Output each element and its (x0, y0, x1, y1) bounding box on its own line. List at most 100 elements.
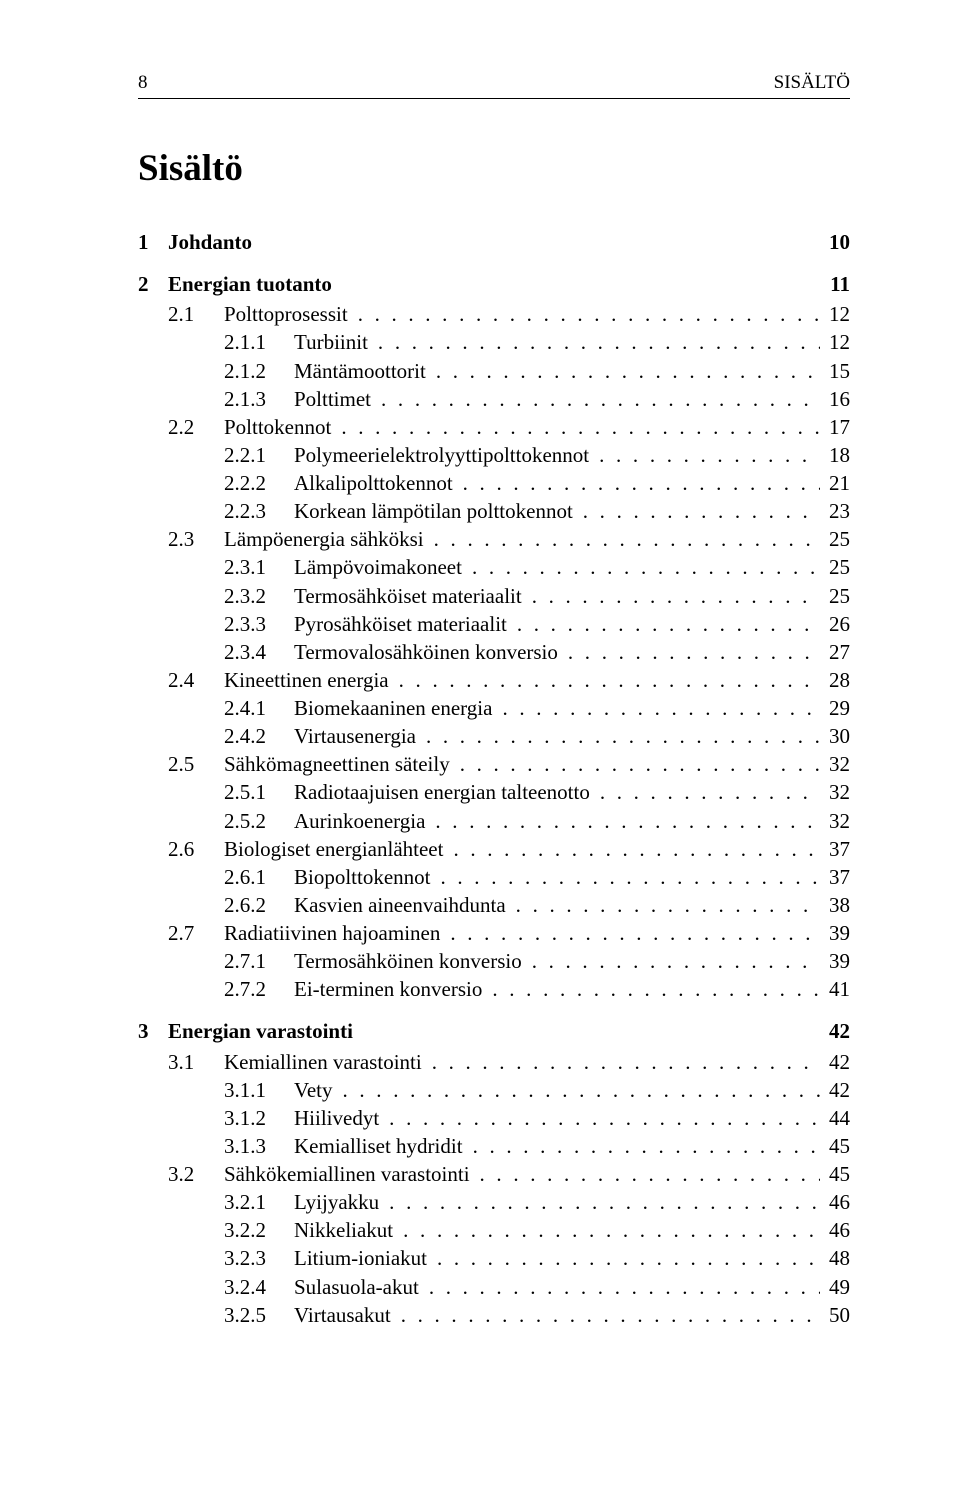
leader-dots: . . . . . . . . . . . . . . . . . . . . … (427, 1244, 820, 1272)
entry-title: Korkean lämpötilan polttokennot (294, 497, 573, 525)
entry-title: Litium-ioniakut (294, 1244, 427, 1272)
entry-title: Lämpövoimakoneet (294, 553, 462, 581)
entry-page: 30 (820, 722, 850, 750)
entry-page: 15 (820, 357, 850, 385)
leader-dots: . . . . . . . . . . . . . . . . . . . . … (379, 1188, 820, 1216)
entry-title: Polttokennot (224, 413, 331, 441)
leader-dots: . . . . . . . . . . . . . . . . . . . . … (393, 1216, 820, 1244)
toc-section: 3.2Sähkökemiallinen varastointi. . . . .… (138, 1160, 850, 1188)
toc-chapter: 2Energian tuotanto11 (138, 270, 850, 298)
entry-title: Vety (294, 1076, 333, 1104)
leader-dots: . . . . . . . . . . . . . . . . . . . . … (379, 1104, 820, 1132)
entry-number: 2.7.2 (224, 975, 294, 1003)
entry-number: 2.4.1 (224, 694, 294, 722)
entry-number: 2.5.2 (224, 807, 294, 835)
leader-dots: . . . . . . . . . . . . . . . . . . . . … (416, 722, 820, 750)
entry-title: Termosähköiset materiaalit (294, 582, 522, 610)
leader-dots: . . . . . . . . . . . . . . . . . . . . … (422, 1048, 820, 1076)
entry-number: 2.6 (168, 835, 224, 863)
leader-dots: . . . . . . . . . . . . . . . . . . . . … (333, 1076, 821, 1104)
entry-title: Kemialliset hydridit (294, 1132, 463, 1160)
entry-number: 3.1.3 (224, 1132, 294, 1160)
entry-number: 3.2.5 (224, 1301, 294, 1329)
entry-page: 46 (820, 1216, 850, 1244)
toc-subsection: 2.7.2Ei-terminen konversio. . . . . . . … (138, 975, 850, 1003)
leader-dots: . . . . . . . . . . . . . . . . . . . . … (419, 1273, 820, 1301)
leader-dots: . . . . . . . . . . . . . . . . . . . . … (450, 750, 820, 778)
leader-dots: . . . . . . . . . . . . . . . . . . . . … (331, 413, 820, 441)
chapter-number: 2 (138, 270, 168, 298)
entry-title: Biologiset energianlähteet (224, 835, 443, 863)
entry-page: 12 (820, 328, 850, 356)
leader-dots: . . . . . . . . . . . . . . . . . . . . … (492, 694, 820, 722)
entry-page: 16 (820, 385, 850, 413)
entry-number: 2.1 (168, 300, 224, 328)
chapter-row: 3Energian varastointi42 (138, 1017, 850, 1045)
entry-title: Turbiinit (294, 328, 368, 356)
toc-subsection: 2.4.1Biomekaaninen energia. . . . . . . … (138, 694, 850, 722)
entry-page: 37 (820, 863, 850, 891)
toc-subsection: 2.7.1Termosähköinen konversio. . . . . .… (138, 947, 850, 975)
toc-subsection: 2.3.4Termovalosähköinen konversio. . . .… (138, 638, 850, 666)
toc-section: 2.5Sähkömagneettinen säteily. . . . . . … (138, 750, 850, 778)
toc-subsection: 3.2.1Lyijyakku. . . . . . . . . . . . . … (138, 1188, 850, 1216)
entry-number: 2.6.2 (224, 891, 294, 919)
entry-title: Radiotaajuisen energian talteenotto (294, 778, 590, 806)
leader-dots: . . . . . . . . . . . . . . . . . . . . … (424, 525, 820, 553)
page: 8 SISÄLTÖ Sisältö 1Johdanto102Energian t… (0, 0, 960, 1490)
entry-page: 38 (820, 891, 850, 919)
chapter-title: Johdanto (168, 228, 252, 256)
leader-dots: . . . . . . . . . . . . . . . . . . . . … (443, 835, 820, 863)
entry-title: Polttimet (294, 385, 371, 413)
entry-title: Kemiallinen varastointi (224, 1048, 422, 1076)
leader-dots: . . . . . . . . . . . . . . . . . . . . … (391, 1301, 820, 1329)
entry-page: 42 (820, 1048, 850, 1076)
entry-page: 45 (820, 1160, 850, 1188)
entry-number: 2.2.3 (224, 497, 294, 525)
entry-number: 3.2 (168, 1160, 224, 1188)
entry-title: Radiatiivinen hajoaminen (224, 919, 440, 947)
entry-page: 25 (820, 525, 850, 553)
toc-subsection: 3.1.2Hiilivedyt. . . . . . . . . . . . .… (138, 1104, 850, 1132)
toc-section: 2.2Polttokennot. . . . . . . . . . . . .… (138, 413, 850, 441)
toc-subsection: 2.2.1Polymeerielektrolyyttipolttokennot.… (138, 441, 850, 469)
leader-dots: . . . . . . . . . . . . . . . . . . . . … (371, 385, 820, 413)
entry-page: 39 (820, 947, 850, 975)
entry-page: 50 (820, 1301, 850, 1329)
entry-title: Polymeerielektrolyyttipolttokennot (294, 441, 589, 469)
entry-page: 45 (820, 1132, 850, 1160)
entry-number: 2.1.3 (224, 385, 294, 413)
toc-subsection: 3.2.2Nikkeliakut. . . . . . . . . . . . … (138, 1216, 850, 1244)
toc-subsection: 2.3.1Lämpövoimakoneet. . . . . . . . . .… (138, 553, 850, 581)
entry-number: 2.3.4 (224, 638, 294, 666)
entry-title: Virtausenergia (294, 722, 416, 750)
chapter-title: Energian tuotanto (168, 270, 332, 298)
entry-number: 2.3.2 (224, 582, 294, 610)
entry-page: 29 (820, 694, 850, 722)
toc-subsection: 2.1.3Polttimet. . . . . . . . . . . . . … (138, 385, 850, 413)
entry-number: 2.4 (168, 666, 224, 694)
entry-page: 12 (820, 300, 850, 328)
toc-subsection: 2.5.1Radiotaajuisen energian talteenotto… (138, 778, 850, 806)
entry-number: 2.3.1 (224, 553, 294, 581)
entry-page: 27 (820, 638, 850, 666)
entry-number: 2.3.3 (224, 610, 294, 638)
leader-dots: . . . . . . . . . . . . . . . . . . . . … (431, 863, 821, 891)
entry-number: 2.2 (168, 413, 224, 441)
leader-dots: . . . . . . . . . . . . . . . . . . . . … (425, 807, 820, 835)
entry-title: Biopolttokennot (294, 863, 431, 891)
entry-number: 2.1.2 (224, 357, 294, 385)
entry-title: Kineettinen energia (224, 666, 389, 694)
entry-page: 32 (820, 778, 850, 806)
chapter-number: 3 (138, 1017, 168, 1045)
toc-subsection: 2.6.2Kasvien aineenvaihdunta. . . . . . … (138, 891, 850, 919)
toc-subsection: 2.2.3Korkean lämpötilan polttokennot. . … (138, 497, 850, 525)
toc-section: 2.7Radiatiivinen hajoaminen. . . . . . .… (138, 919, 850, 947)
entry-page: 44 (820, 1104, 850, 1132)
entry-page: 49 (820, 1273, 850, 1301)
entry-title: Pyrosähköiset materiaalit (294, 610, 507, 638)
leader-dots: . . . . . . . . . . . . . . . . . . . . … (507, 610, 820, 638)
leader-dots: . . . . . . . . . . . . . . . . . . . . … (348, 300, 820, 328)
entry-number: 3.1.2 (224, 1104, 294, 1132)
entry-number: 2.4.2 (224, 722, 294, 750)
